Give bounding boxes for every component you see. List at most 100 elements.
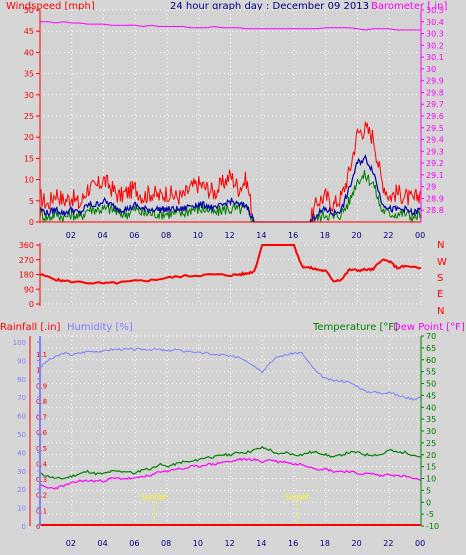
direction-plot-area	[40, 243, 421, 306]
wind-tick-label: 15	[24, 154, 34, 163]
wind-x-ticks: 02 04 06 08 10 12 14 16 18 20 22 00	[66, 231, 425, 240]
rainfall-tick-label: 0.5	[36, 445, 47, 453]
barometer-tick-label: 30	[426, 65, 436, 74]
wind-x-tick-label: 10	[193, 231, 203, 240]
barometer-tick-label: 29.9	[426, 77, 444, 86]
rainfall-tick-label: 0.4	[36, 460, 48, 468]
compass-label: E	[437, 289, 443, 300]
temp-tick-label: -5	[426, 510, 434, 519]
direction-y-ticks: 0 90 180 270 360	[19, 241, 40, 309]
rainfall-tick-label: 0.7	[36, 414, 47, 422]
wind-x-tick-label: 06	[129, 231, 139, 240]
compass-label: N	[437, 306, 444, 317]
barometer-tick-label: 29.6	[426, 112, 444, 121]
barometer-tick-label: 30.5	[426, 6, 444, 15]
temp-x-tick-label: 08	[161, 539, 171, 548]
wind-x-tick-label: 08	[161, 231, 171, 240]
barometer-tick-label: 28.8	[426, 206, 444, 215]
temp-tick-label: 45	[426, 391, 436, 400]
barometer-tick-label: 29.4	[426, 136, 444, 145]
rainfall-tick-label: 0.1	[36, 507, 47, 515]
rainfall-y-ticks: 0 0.1 0.2 0.3 0.4 0.5 0.6 0.7 0.8 0.9 1 1.1	[36, 351, 48, 531]
temp-tick-label: 65	[426, 344, 436, 353]
wind-x-tick-label: 04	[98, 231, 108, 240]
rainfall-tick-label: 0.3	[36, 476, 47, 484]
humidity-axis-title: Humidity [%]	[67, 322, 133, 333]
temp-tick-label: 20	[426, 451, 436, 460]
sun-markers: Sunrise Sunset	[141, 493, 309, 526]
temp-tick-label: 50	[426, 380, 436, 389]
rainfall-tick-label: 0	[36, 523, 40, 531]
wind-x-tick-label: 20	[352, 231, 362, 240]
temp-series	[39, 347, 422, 526]
barometer-tick-label: 30.4	[426, 18, 444, 27]
rainfall-tick-label: 1	[36, 367, 40, 375]
temp-x-tick-label: 22	[383, 539, 393, 548]
wind-avg-line	[39, 153, 422, 223]
wind-tick-label: 45	[24, 27, 34, 36]
humidity-line	[39, 347, 422, 401]
temperature-line	[39, 445, 422, 480]
wind-x-tick-label: 14	[256, 231, 266, 240]
sunrise-label: Sunrise	[141, 493, 167, 501]
temp-plot-area	[40, 336, 421, 526]
barometer-tick-label: 29.7	[426, 100, 444, 109]
temp-x-tick-label: 20	[352, 539, 362, 548]
temperature-axis-title: Temperature [°F]	[312, 322, 398, 333]
wind-x-tick-label: 00	[415, 231, 425, 240]
humidity-tick-label: 0	[22, 523, 26, 531]
humidity-tick-label: 20	[17, 486, 26, 494]
rainfall-tick-label: 0.9	[36, 382, 47, 390]
direction-tick-label: 180	[19, 271, 34, 280]
temp-tick-label: 55	[426, 368, 436, 377]
humidity-tick-label: 100	[13, 339, 26, 347]
temp-tick-label: 30	[426, 427, 436, 436]
rainfall-tick-label: 0.2	[36, 492, 47, 500]
humidity-tick-label: 80	[17, 376, 26, 384]
humidity-tick-label: 40	[17, 449, 26, 457]
barometer-tick-label: 29.2	[426, 159, 444, 168]
temperature-humidity-panel: Rainfall [.in] Humidity [%] Temperature …	[0, 322, 465, 548]
temp-tick-label: 5	[426, 486, 431, 495]
wind-x-tick-label: 18	[320, 231, 330, 240]
direction-tick-label: 0	[29, 300, 34, 309]
temp-x-tick-label: 14	[256, 539, 266, 548]
humidity-tick-label: 50	[17, 431, 26, 439]
temp-tick-label: -10	[426, 522, 439, 531]
wind-x-tick-label: 16	[288, 231, 298, 240]
barometer-tick-label: 29	[426, 183, 436, 192]
temp-tick-label: 0	[426, 498, 431, 507]
temp-x-ticks: 02 04 06 08 10 12 14 16 18 20 22 00	[66, 539, 425, 548]
humidity-tick-label: 60	[17, 413, 26, 421]
wind-x-tick-label: 12	[225, 231, 235, 240]
temp-x-tick-label: 00	[415, 539, 425, 548]
temp-tick-label: 70	[426, 332, 436, 341]
rainfall-tick-label: 0.8	[36, 398, 47, 406]
humidity-tick-label: 70	[17, 394, 26, 402]
wind-tick-label: 40	[24, 48, 34, 57]
barometer-tick-label: 29.5	[426, 124, 444, 133]
chart-title: 24 hour graph day : December 09 2013	[170, 1, 369, 12]
barometer-tick-label: 29.3	[426, 147, 444, 156]
direction-tick-label: 270	[19, 256, 34, 265]
direction-tick-label: 360	[19, 241, 34, 250]
compass-label: W	[437, 257, 447, 268]
windspeed-axis-title: Windspeed [mph]	[6, 1, 95, 12]
barometer-tick-label: 30.2	[426, 41, 444, 50]
temp-tick-label: 40	[426, 403, 436, 412]
temp-x-tick-label: 10	[193, 539, 203, 548]
barometer-axis-title: Barometer [.in]	[371, 1, 447, 12]
compass-label: S	[437, 273, 443, 284]
wind-direction-line	[39, 244, 422, 285]
rainfall-axis-title: Rainfall [.in]	[0, 322, 61, 333]
wind-y-ticks: 0 5 10 15 20 25 30 35 40 45 50	[24, 6, 40, 227]
wind-low-line	[39, 169, 422, 223]
temp-x-tick-label: 04	[98, 539, 108, 548]
barometer-y-ticks: 28.8 28.9 29 29.1 29.2 29.3 29.4 29.5 29.6 29.7 29…	[421, 6, 444, 215]
sunset-label: Sunset	[285, 493, 309, 501]
temp-tick-label: 60	[426, 356, 436, 365]
humidity-tick-label: 10	[17, 505, 26, 513]
